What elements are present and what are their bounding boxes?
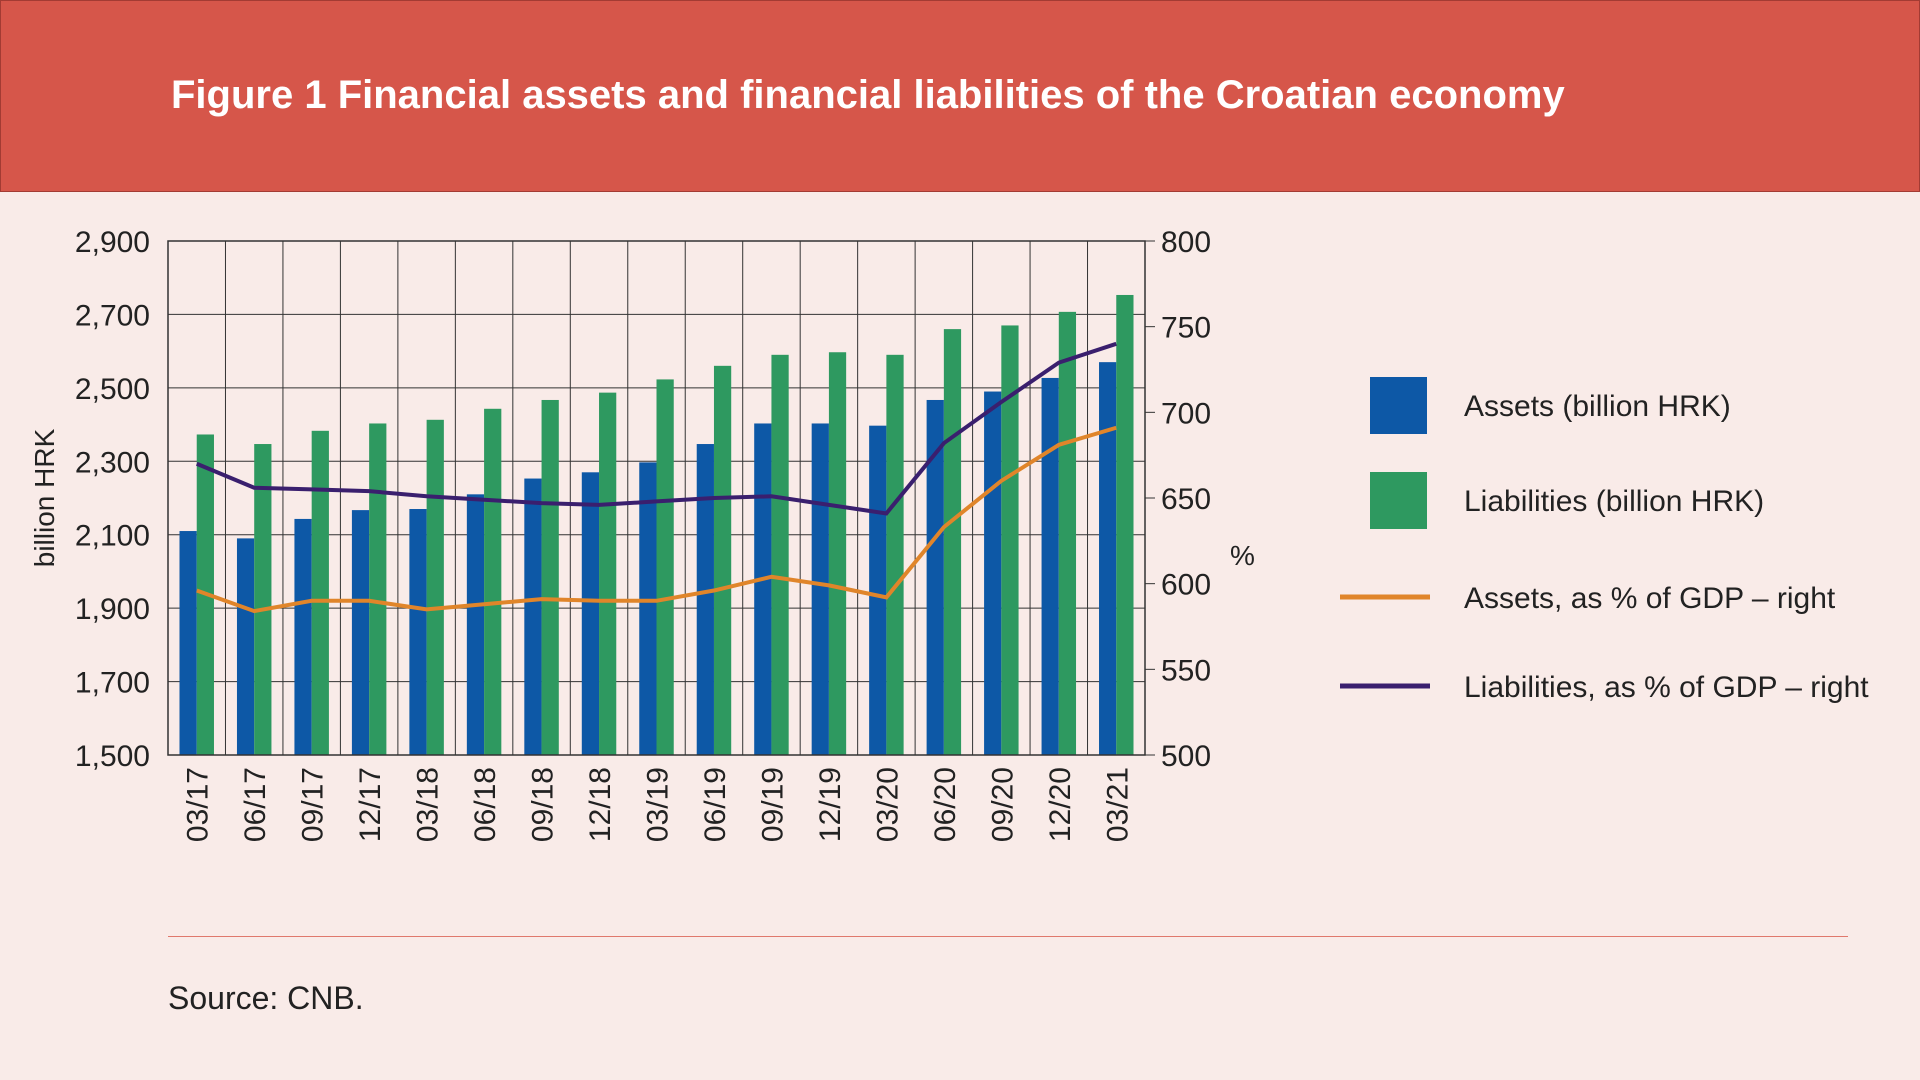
bar-assets	[984, 391, 1002, 755]
legend-label: Liabilities, as % of GDP – right	[1464, 671, 1869, 704]
bar-assets	[1041, 377, 1059, 755]
y-right-tick-label: 800	[1161, 226, 1211, 259]
x-tick-label: 09/20	[986, 767, 1019, 842]
plot-frame	[167, 240, 1146, 756]
x-tick-label: 12/19	[814, 767, 847, 842]
bar-liabilities	[713, 365, 732, 755]
bar-assets	[926, 399, 944, 755]
bar-liabilities	[311, 430, 329, 755]
y-right-tick-label: 500	[1161, 740, 1211, 773]
bar-liabilities	[369, 423, 387, 755]
line-assets-pct	[196, 425, 1117, 614]
bar-assets	[1099, 362, 1117, 755]
bar-liabilities	[828, 352, 847, 755]
bar-assets	[869, 425, 887, 755]
chart-title: Figure 1 Financial assets and financial …	[171, 73, 1565, 117]
bar-assets	[236, 538, 255, 755]
bar-assets	[409, 509, 427, 755]
bar-liabilities	[599, 392, 617, 755]
y-right-tick-label: 600	[1161, 569, 1211, 602]
x-tick-label: 06/20	[929, 767, 962, 842]
bar-liabilities	[656, 379, 674, 755]
x-tick-label: 09/19	[756, 767, 789, 842]
x-tick-label: 03/20	[871, 767, 904, 842]
x-tick-label: 03/21	[1101, 767, 1134, 842]
y-right-tick-label: 650	[1161, 483, 1211, 516]
y-tick-label: 1,700	[75, 667, 150, 700]
bar-assets	[294, 518, 312, 755]
legend-label: Assets, as % of GDP – right	[1464, 582, 1836, 615]
bar-assets	[581, 472, 600, 755]
source-note: Source: CNB.	[168, 980, 364, 1016]
x-tick-label: 06/18	[469, 767, 502, 842]
y-right-axis-label: %	[1230, 540, 1255, 571]
x-tick-label: 06/19	[699, 767, 732, 842]
x-tick-label: 12/17	[354, 767, 387, 842]
bar-assets	[351, 510, 370, 755]
bar-liabilities	[484, 408, 502, 755]
x-tick-label: 03/19	[642, 767, 675, 842]
divider	[168, 936, 1848, 937]
x-tick-label: 03/17	[182, 767, 215, 842]
y-tick-label: 2,500	[75, 373, 150, 406]
bar-liabilities	[771, 354, 789, 755]
y-tick-label: 2,900	[75, 226, 150, 259]
bar-assets	[639, 462, 657, 755]
bar-liabilities	[1116, 294, 1134, 755]
y-right-tick-label: 550	[1161, 654, 1211, 687]
legend-label: Assets (billion HRK)	[1464, 390, 1731, 423]
bar-liabilities	[1001, 325, 1019, 755]
y-axis-label: billion HRK	[29, 428, 60, 567]
bar-assets	[524, 478, 542, 755]
legend-label: Liabilities (billion HRK)	[1464, 485, 1764, 518]
x-tick-label: 03/18	[412, 767, 445, 842]
bar-assets	[811, 423, 829, 755]
x-tick-label: 12/20	[1044, 767, 1077, 842]
title-banner: Figure 1 Financial assets and financial …	[0, 0, 1920, 192]
y-tick-label: 2,700	[75, 299, 150, 332]
bar-assets	[696, 444, 714, 755]
bar-assets	[754, 423, 772, 755]
bar-liabilities	[943, 329, 962, 755]
x-tick-label: 12/18	[584, 767, 617, 842]
y-tick-label: 2,100	[75, 520, 150, 553]
y-tick-label: 1,500	[75, 740, 150, 773]
y-tick-label: 2,300	[75, 446, 150, 479]
bar-liabilities	[886, 354, 904, 755]
bar-liabilities	[254, 444, 272, 755]
bar-assets	[466, 494, 485, 755]
line-liabilities-pct	[195, 341, 1117, 516]
bar-liabilities	[426, 419, 444, 755]
x-tick-label: 06/17	[239, 767, 272, 842]
x-tick-label: 09/18	[527, 767, 560, 842]
y-right-tick-label: 700	[1161, 397, 1211, 430]
x-tick-label: 09/17	[297, 767, 330, 842]
legend-swatch	[1370, 472, 1427, 529]
bar-liabilities	[541, 399, 559, 755]
bar-assets	[179, 531, 197, 755]
bar-liabilities	[1058, 311, 1077, 755]
legend-swatch	[1370, 377, 1427, 434]
y-tick-label: 1,900	[75, 593, 150, 626]
y-right-tick-label: 750	[1161, 312, 1211, 345]
